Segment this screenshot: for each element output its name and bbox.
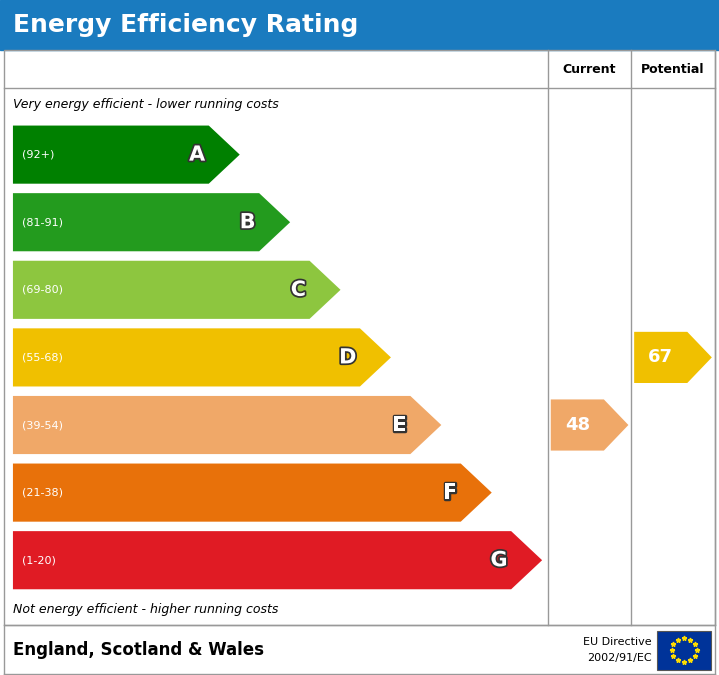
- Text: G: G: [490, 550, 508, 570]
- Polygon shape: [13, 328, 391, 387]
- Polygon shape: [13, 531, 542, 589]
- Text: (55-68): (55-68): [22, 352, 63, 362]
- Text: 48: 48: [564, 416, 590, 434]
- Polygon shape: [13, 126, 239, 184]
- Bar: [0, 0, 719, 50]
- Text: Not energy efficient - higher running costs: Not energy efficient - higher running co…: [13, 603, 278, 616]
- Bar: [657, 630, 711, 670]
- Polygon shape: [13, 464, 492, 522]
- Text: Energy Efficiency Rating: Energy Efficiency Rating: [13, 13, 358, 37]
- Text: B: B: [239, 212, 255, 232]
- Text: A: A: [189, 144, 205, 165]
- Text: Very energy efficient - lower running costs: Very energy efficient - lower running co…: [13, 98, 279, 111]
- Text: England, Scotland & Wales: England, Scotland & Wales: [13, 641, 264, 659]
- Bar: [4, 50, 715, 625]
- Polygon shape: [13, 261, 341, 319]
- Text: EU Directive: EU Directive: [583, 637, 651, 647]
- Polygon shape: [13, 396, 441, 454]
- Text: (92+): (92+): [22, 150, 54, 159]
- Text: 67: 67: [649, 348, 673, 367]
- Text: Current: Current: [563, 63, 616, 76]
- Polygon shape: [551, 400, 628, 451]
- Text: (39-54): (39-54): [22, 420, 63, 430]
- Text: Potential: Potential: [641, 63, 705, 76]
- Text: D: D: [339, 348, 357, 367]
- Text: 2002/91/EC: 2002/91/EC: [587, 653, 651, 663]
- Text: C: C: [290, 280, 306, 300]
- Text: (69-80): (69-80): [22, 285, 63, 295]
- Text: E: E: [393, 415, 407, 435]
- Text: (1-20): (1-20): [22, 556, 55, 565]
- Polygon shape: [634, 332, 712, 383]
- Text: (21-38): (21-38): [22, 487, 63, 497]
- Text: F: F: [443, 483, 457, 503]
- Polygon shape: [13, 193, 290, 251]
- Text: (81-91): (81-91): [22, 217, 63, 227]
